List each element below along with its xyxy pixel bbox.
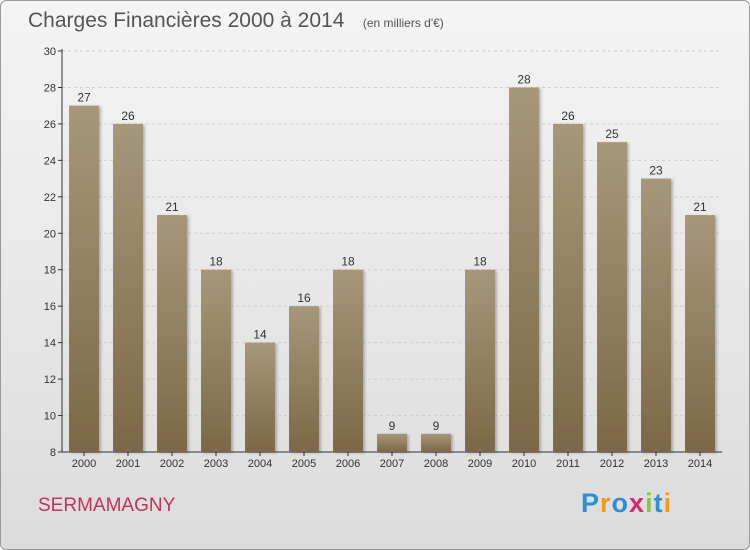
x-tick-label: 2003 xyxy=(204,458,228,470)
y-tick-label: 26 xyxy=(44,119,56,131)
bar-value-label: 21 xyxy=(165,200,179,214)
x-tick-label: 2006 xyxy=(336,458,360,470)
labels: 27 2000 26 2001 21 2002 18 2003 14 2004 16 2005 18 20… xyxy=(72,72,712,470)
x-tick-label: 2007 xyxy=(380,458,404,470)
logo-letter: i xyxy=(663,488,673,518)
y-tick-label: 16 xyxy=(44,301,56,313)
x-tick-label: 2014 xyxy=(688,458,712,470)
bar xyxy=(641,178,671,452)
chart-subtitle: (en milliers d'€) xyxy=(362,16,444,30)
bar xyxy=(421,433,451,452)
bar xyxy=(157,215,187,452)
bar-value-label: 16 xyxy=(297,291,311,305)
y-tick-label: 28 xyxy=(44,82,56,94)
bar xyxy=(465,269,495,452)
logo-letter: r xyxy=(600,488,612,518)
logo-letter: t xyxy=(653,488,664,518)
x-tick-label: 2013 xyxy=(644,458,668,470)
bar-value-label: 25 xyxy=(605,127,619,141)
x-tick-label: 2010 xyxy=(512,458,536,470)
chart-header: Charges Financières 2000 à 2014 (en mill… xyxy=(28,9,444,33)
bar xyxy=(553,123,583,452)
bar xyxy=(245,342,275,452)
proxiti-logo: Proxiti xyxy=(581,488,672,519)
x-tick-label: 2009 xyxy=(468,458,492,470)
y-tick-label: 12 xyxy=(44,374,56,386)
bar-value-label: 21 xyxy=(693,200,707,214)
bar-value-label: 18 xyxy=(209,255,223,269)
logo-letter: P xyxy=(581,488,601,518)
bar-value-label: 18 xyxy=(473,255,487,269)
logo-letter: o xyxy=(611,488,630,518)
y-tick-label: 24 xyxy=(44,155,56,167)
axes: 8 10 12 14 16 18 20 22 24 26 28 30 xyxy=(44,46,722,459)
x-tick-label: 2005 xyxy=(292,458,316,470)
x-tick-label: 2000 xyxy=(72,458,96,470)
bar-value-label: 23 xyxy=(649,164,663,178)
x-tick-label: 2008 xyxy=(424,458,448,470)
y-tick-label: 8 xyxy=(50,447,56,459)
x-tick-label: 2002 xyxy=(160,458,184,470)
bar-value-label: 18 xyxy=(341,255,355,269)
bar-value-label: 28 xyxy=(517,72,531,86)
x-tick-label: 2004 xyxy=(248,458,272,470)
chart-title: Charges Financières 2000 à 2014 xyxy=(28,9,345,32)
y-tick-label: 22 xyxy=(44,192,56,204)
y-tick-label: 10 xyxy=(44,411,56,423)
bar xyxy=(377,433,407,452)
bar-value-label: 9 xyxy=(389,419,396,433)
bar-value-label: 26 xyxy=(561,109,575,123)
y-tick-label: 18 xyxy=(44,265,56,277)
bar xyxy=(289,306,319,452)
y-tick-label: 20 xyxy=(44,228,56,240)
x-tick-label: 2001 xyxy=(116,458,140,470)
x-tick-label: 2012 xyxy=(600,458,624,470)
logo-letter: i xyxy=(645,488,654,518)
commune-name: SERMAMAGNY xyxy=(38,495,176,516)
bar xyxy=(597,142,627,453)
bar xyxy=(685,215,715,452)
bar xyxy=(113,123,143,452)
y-tick-label: 14 xyxy=(44,338,56,350)
bar xyxy=(201,269,231,452)
bar xyxy=(333,269,363,452)
bars xyxy=(69,87,715,453)
bar xyxy=(69,105,99,452)
x-tick-label: 2011 xyxy=(556,458,580,470)
bar-value-label: 14 xyxy=(253,328,267,342)
bar xyxy=(509,87,539,453)
bar-value-label: 9 xyxy=(433,419,440,433)
bar-value-label: 26 xyxy=(121,109,135,123)
bar-value-label: 27 xyxy=(77,91,91,105)
y-tick-label: 30 xyxy=(44,46,56,58)
logo-letter: x xyxy=(629,488,646,518)
